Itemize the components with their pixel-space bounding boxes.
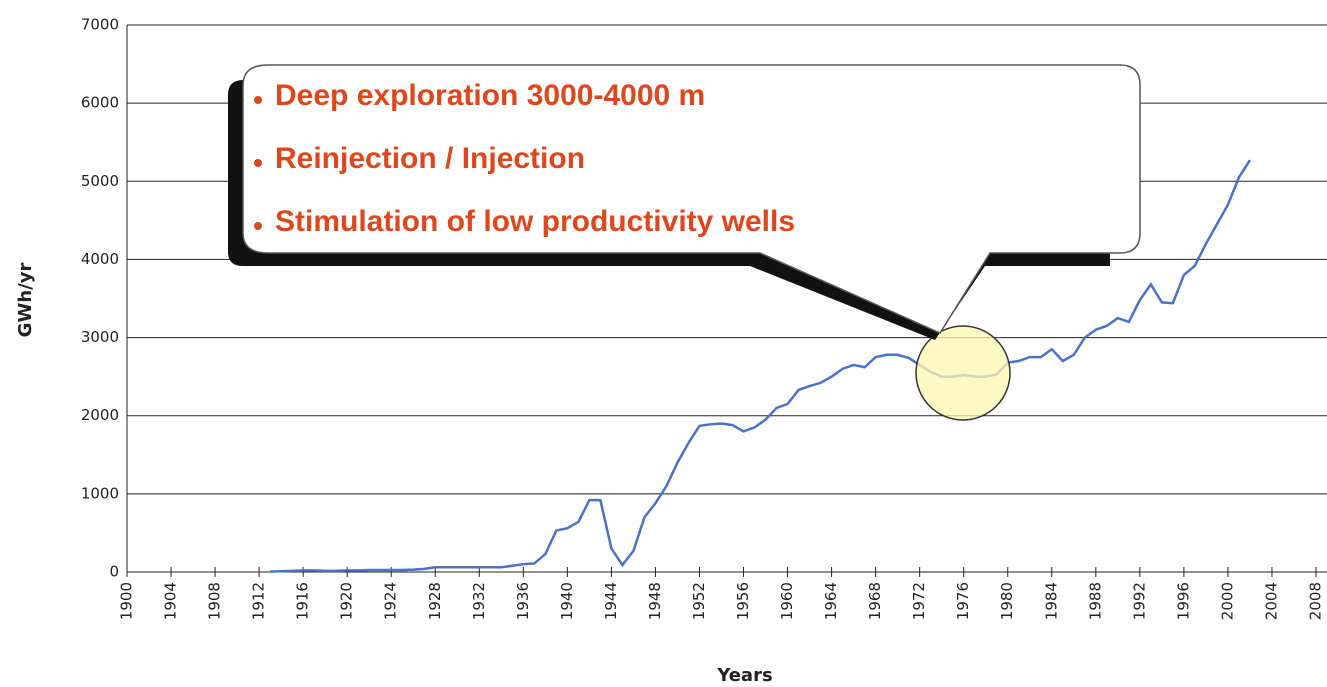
x-tick-label: 1960 — [778, 582, 796, 620]
x-tick-label: 1940 — [558, 582, 576, 620]
y-tick-label: 2000 — [81, 406, 119, 424]
x-tick-label: 1936 — [514, 582, 532, 620]
highlight-circle — [915, 325, 1011, 421]
x-tick-label: 1916 — [294, 582, 312, 620]
y-tick-label: 0 — [109, 563, 119, 581]
x-tick-label: 1992 — [1130, 582, 1148, 620]
x-tick-label: 1976 — [954, 582, 972, 620]
x-tick-label: 2004 — [1262, 582, 1280, 620]
annotation: Stimulation of low productivity wells — [275, 205, 795, 238]
y-tick-label: 6000 — [81, 94, 119, 112]
x-tick-label: 1948 — [646, 582, 664, 620]
x-tick-label: 1900 — [118, 582, 136, 620]
x-tick-label: 1988 — [1086, 582, 1104, 620]
x-tick-label: 2008 — [1307, 582, 1325, 620]
annotation: Reinjection / Injection — [275, 142, 585, 175]
data-line — [270, 159, 1251, 573]
x-tick-label: 1968 — [866, 582, 884, 620]
x-tick-label: 1952 — [690, 582, 708, 620]
y-axis-title: GWh/yr — [15, 263, 36, 338]
y-tick-label: 3000 — [81, 328, 119, 346]
x-axis-title: Years — [716, 665, 772, 686]
x-tick-label: 1908 — [206, 582, 224, 620]
x-tick-label: 1924 — [382, 582, 400, 620]
x-tick-label: 1904 — [162, 582, 180, 620]
y-tick-label: 5000 — [81, 172, 119, 190]
x-tick-label: 1912 — [250, 582, 268, 620]
x-tick-label: 2000 — [1218, 582, 1236, 620]
x-tick-label: 1944 — [602, 582, 620, 620]
bullet — [254, 222, 262, 230]
x-tick-label: 1956 — [734, 582, 752, 620]
annotation: Deep exploration 3000-4000 m — [275, 79, 705, 112]
bullet — [254, 96, 262, 104]
x-tick-label: 1964 — [822, 582, 840, 620]
callout-box — [242, 64, 1141, 334]
x-tick-label: 1932 — [470, 582, 488, 620]
x-tick-label: 1980 — [998, 582, 1016, 620]
x-tick-label: 1928 — [426, 582, 444, 620]
x-tick-label: 1996 — [1174, 582, 1192, 620]
y-tick-label: 4000 — [81, 250, 119, 268]
y-tick-label: 7000 — [81, 16, 119, 34]
x-tick-label: 1972 — [910, 582, 928, 620]
x-tick-label: 1920 — [338, 582, 356, 620]
y-tick-label: 1000 — [81, 484, 119, 502]
bullet — [254, 159, 262, 167]
x-tick-label: 1984 — [1042, 582, 1060, 620]
